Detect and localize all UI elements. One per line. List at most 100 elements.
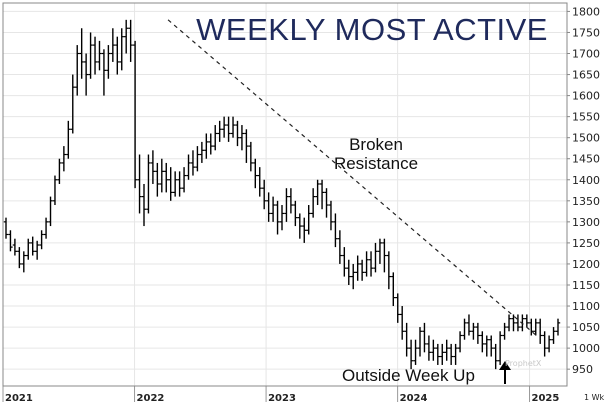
- y-tick-label: 950: [572, 363, 593, 376]
- ohlc-bar: [306, 205, 311, 235]
- ohlc-bar: [391, 272, 396, 307]
- y-tick-label: 1500: [572, 132, 600, 145]
- ohlc-bar: [132, 40, 138, 189]
- y-tick-label: 1300: [572, 216, 600, 229]
- ohlc-bar: [502, 322, 507, 340]
- ohlc-bar: [275, 200, 280, 235]
- ohlc-bar: [146, 154, 151, 214]
- y-tick-label: 1050: [572, 321, 600, 334]
- ohlc-bar: [190, 150, 196, 176]
- ohlc-bar: [239, 125, 245, 151]
- ohlc-bar: [386, 251, 392, 290]
- plot-frame: [2, 2, 568, 387]
- ohlc-bar: [128, 19, 133, 62]
- ohlc-bar: [279, 205, 285, 231]
- ohlc-bar: [101, 49, 107, 96]
- ohlc-bar: [75, 45, 80, 96]
- ohlc-bar: [141, 183, 147, 227]
- ohlc-bar: [319, 179, 325, 210]
- ohlc-bar: [43, 217, 49, 239]
- ohlc-bar: [204, 133, 209, 159]
- gridlines: [2, 3, 567, 386]
- ohlc-bar: [480, 331, 485, 353]
- ohlc-bar: [408, 339, 414, 370]
- ohlc-bar: [61, 146, 67, 172]
- ohlc-bar: [364, 251, 369, 277]
- ohlc-bar: [3, 217, 9, 239]
- ohlc-bar: [497, 331, 503, 365]
- x-tick-label: 2021: [5, 393, 33, 404]
- ohlc-bar: [235, 120, 240, 147]
- ohlc-bar: [248, 141, 254, 172]
- ohlc-bar: [21, 251, 27, 273]
- x-axis: 2021 2022 2023 2024 2025: [2, 386, 560, 404]
- interval-label: 1 Wk: [584, 393, 605, 402]
- watermark: ProphetX: [505, 359, 542, 368]
- ohlc-bar: [355, 255, 360, 281]
- ohlc-bar: [395, 293, 400, 323]
- ohlc-bar: [253, 158, 258, 189]
- ohlc-bar: [351, 263, 356, 290]
- ohlc-bar: [444, 339, 449, 361]
- y-tick-label: 1600: [572, 90, 600, 103]
- y-tick-label: 1750: [572, 26, 600, 39]
- ohlc-bar: [208, 133, 213, 155]
- ohlc-bar: [83, 53, 89, 96]
- ohlc-bar: [30, 236, 35, 256]
- y-tick-label: 1000: [572, 342, 600, 355]
- ohlc-bar: [164, 162, 169, 193]
- ohlc-bar: [213, 125, 218, 151]
- y-tick-label: 1700: [572, 48, 600, 61]
- ohlc-bar: [221, 116, 227, 138]
- ohlc-bar: [244, 129, 249, 163]
- ohlc-bar: [551, 327, 556, 344]
- ohlc-bar: [297, 213, 303, 239]
- ohlc-bar: [48, 196, 53, 227]
- ohlc-bar: [150, 150, 156, 184]
- ohlc-bar: [435, 343, 441, 365]
- ohlc-bar: [12, 238, 18, 256]
- y-tick-label: 1550: [572, 111, 600, 124]
- ohlc-bar: [302, 217, 307, 243]
- ohlc-bar: [506, 314, 512, 332]
- ohlc-bar: [422, 322, 427, 353]
- y-tick-label: 1150: [572, 279, 600, 292]
- ohlc-bar: [382, 238, 387, 273]
- x-tick-label: 2024: [400, 393, 428, 404]
- annotation-resistance: Resistance: [334, 154, 418, 173]
- ohlc-bar: [493, 343, 498, 370]
- ohlc-bar: [328, 200, 334, 231]
- ohlc-bar: [404, 322, 409, 357]
- y-tick-label: 1250: [572, 237, 600, 250]
- ohlc-bar: [177, 171, 182, 197]
- ohlc-bar: [115, 36, 120, 75]
- ohlc-bar: [181, 167, 187, 193]
- ohlc-bar: [88, 32, 93, 79]
- ohlc-bar: [172, 171, 178, 197]
- ohlc-bar: [546, 335, 552, 353]
- ohlc-bar: [199, 141, 205, 163]
- x-tick-label: 2022: [137, 393, 165, 404]
- ohlc-bar: [417, 327, 423, 357]
- ohlc-bar: [288, 188, 294, 214]
- ohlc-bar: [489, 335, 494, 357]
- ohlc-bar: [217, 120, 222, 142]
- ohlc-bar: [8, 230, 13, 252]
- ohlc-bar: [270, 196, 276, 222]
- ohlc-bar: [92, 36, 98, 75]
- ohlc-bar: [310, 188, 316, 218]
- ohlc-bar: [337, 230, 343, 264]
- up-arrow-icon: [499, 361, 511, 384]
- ohlc-bar: [159, 158, 165, 193]
- ohlc-bar: [284, 188, 289, 222]
- y-tick-label: 1350: [572, 195, 600, 208]
- ohlc-bar: [377, 238, 383, 264]
- ohlc-bar: [524, 314, 530, 328]
- ohlc-bar: [399, 306, 405, 340]
- ohlc-bar: [97, 40, 102, 71]
- ohlc-bar: [431, 339, 436, 361]
- x-tick-label: 2025: [532, 393, 560, 404]
- ohlc-bar: [79, 28, 84, 79]
- ohlc-bar: [359, 259, 365, 281]
